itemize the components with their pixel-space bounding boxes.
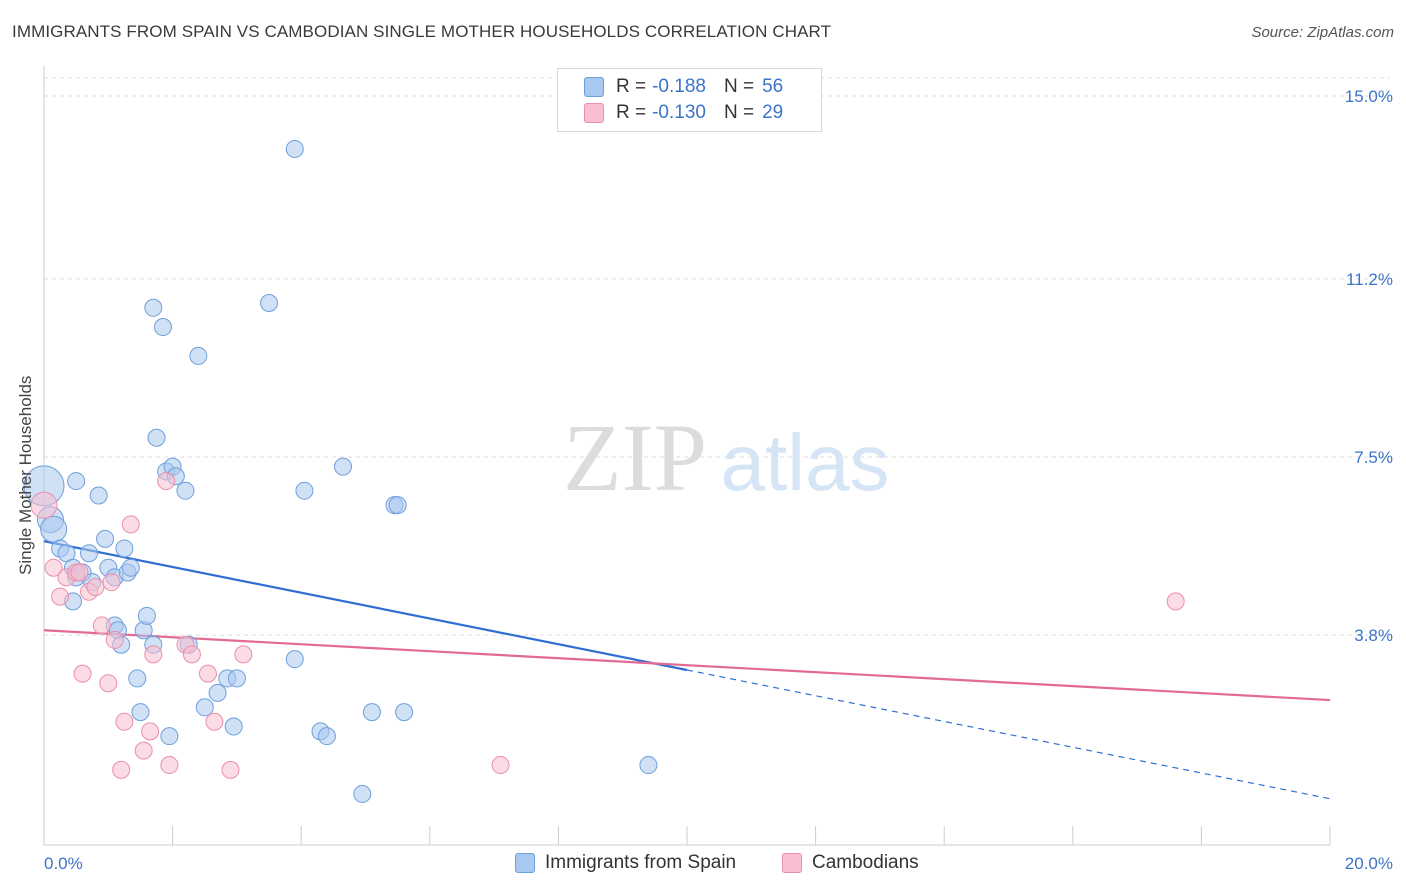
point-cambodians	[198, 664, 217, 683]
trendline-spain-dashed	[686, 669, 1331, 800]
x-tick-label-min: 0.0%	[44, 854, 83, 873]
point-cambodians	[134, 741, 153, 760]
point-spain	[195, 698, 214, 717]
y-tick-label: 3.8%	[1354, 626, 1393, 645]
point-spain	[317, 727, 336, 746]
point-cambodians	[141, 722, 160, 741]
point-spain	[131, 703, 150, 722]
point-cambodians	[221, 760, 240, 779]
data-points	[23, 139, 1185, 803]
watermark-zip: ZIP	[563, 404, 707, 511]
legend-n-value: 29	[762, 102, 784, 123]
point-cambodians	[86, 577, 105, 596]
point-spain	[67, 472, 86, 491]
point-cambodians	[112, 760, 131, 779]
point-cambodians	[70, 563, 89, 582]
point-spain	[362, 703, 381, 722]
point-spain	[115, 539, 134, 558]
legend-n-label: N =	[723, 102, 755, 123]
point-spain	[160, 727, 179, 746]
point-spain	[128, 669, 147, 688]
y-tick-label: 11.2%	[1346, 270, 1393, 289]
point-spain	[40, 515, 68, 543]
point-cambodians	[51, 587, 70, 606]
point-cambodians	[44, 558, 63, 577]
watermark-atlas: atlas	[721, 418, 890, 507]
watermark: ZIP atlas	[563, 404, 889, 511]
y-tick-label: 15.0%	[1345, 87, 1393, 106]
legend-swatch-spain	[584, 77, 604, 97]
point-spain	[227, 669, 246, 688]
bottom-legend-cambodians: Cambodians	[782, 852, 919, 874]
legend-row-cambodians: R = -0.130 N = 29	[584, 101, 783, 125]
point-cambodians	[205, 712, 224, 731]
point-spain	[285, 650, 304, 669]
point-cambodians	[92, 616, 111, 635]
point-spain	[80, 544, 99, 563]
point-spain	[153, 318, 172, 337]
point-cambodians	[121, 515, 140, 534]
bottom-legend-swatch-spain	[515, 853, 535, 873]
y-axis-label: Single Mother Households	[16, 375, 35, 575]
bottom-legend-spain: Immigrants from Spain	[515, 852, 736, 874]
point-spain	[121, 558, 140, 577]
point-spain	[144, 298, 163, 317]
point-spain	[96, 529, 115, 548]
point-spain	[295, 481, 314, 500]
axes	[43, 66, 1331, 846]
point-cambodians	[157, 472, 176, 491]
point-cambodians	[234, 645, 253, 664]
y-tick-label: 7.5%	[1354, 448, 1393, 467]
point-spain	[89, 486, 108, 505]
point-cambodians	[99, 674, 118, 693]
point-cambodians	[491, 756, 510, 775]
source-label: Source: ZipAtlas.com	[1251, 24, 1394, 41]
legend-r-label: R =	[616, 76, 647, 97]
point-cambodians	[144, 645, 163, 664]
point-spain	[137, 606, 156, 625]
trendlines	[43, 540, 1331, 800]
trendline-spain	[43, 540, 688, 672]
point-spain	[333, 457, 352, 476]
legend-r-label: R =	[616, 102, 647, 123]
point-spain	[260, 293, 279, 312]
point-cambodians	[102, 573, 121, 592]
point-cambodians	[160, 756, 179, 775]
trendline-cambodians	[43, 629, 1331, 702]
grid-lines	[44, 77, 1390, 636]
point-spain	[395, 703, 414, 722]
point-spain	[189, 346, 208, 365]
point-cambodians	[73, 664, 92, 683]
point-spain	[639, 756, 658, 775]
point-cambodians	[1166, 592, 1185, 611]
legend-r-value: -0.130	[652, 102, 706, 123]
legend: R = -0.188 N = 56 R = -0.130 N = 29	[557, 68, 822, 132]
point-spain	[176, 481, 195, 500]
legend-n-label: N =	[723, 76, 755, 97]
bottom-legend-label-cambodians: Cambodians	[812, 852, 919, 873]
legend-row-spain: R = -0.188 N = 56	[584, 75, 783, 99]
point-spain	[224, 717, 243, 736]
x-tick-label-max: 20.0%	[1345, 854, 1393, 873]
bottom-legend-label-spain: Immigrants from Spain	[545, 852, 737, 873]
point-spain	[353, 784, 372, 803]
point-spain	[285, 139, 304, 158]
point-spain	[388, 496, 407, 515]
point-spain	[208, 683, 227, 702]
tick-labels: 3.8% 7.5% 11.2% 15.0% 0.0% 20.0%	[44, 87, 1393, 873]
point-cambodians	[105, 630, 124, 649]
point-cambodians	[182, 645, 201, 664]
legend-r-value: -0.188	[652, 76, 706, 97]
point-spain	[147, 428, 166, 447]
bottom-legend-swatch-cambodians	[782, 853, 802, 873]
point-cambodians	[115, 712, 134, 731]
point-cambodians	[30, 491, 58, 519]
chart-title: IMMIGRANTS FROM SPAIN VS CAMBODIAN SINGL…	[12, 22, 832, 41]
legend-n-value: 56	[762, 76, 784, 97]
legend-swatch-cambodians	[584, 103, 604, 123]
bottom-legend: Immigrants from Spain Cambodians	[0, 852, 1406, 876]
